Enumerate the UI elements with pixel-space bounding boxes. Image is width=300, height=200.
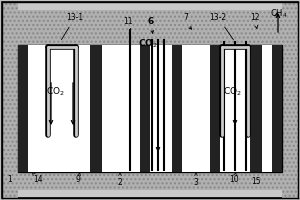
Bar	[150, 45, 172, 172]
Bar	[262, 45, 282, 172]
Bar	[220, 45, 250, 172]
Bar	[18, 45, 282, 172]
Text: 10: 10	[229, 172, 239, 184]
Text: 1: 1	[8, 176, 12, 184]
Text: CO$_2$: CO$_2$	[46, 86, 64, 98]
Text: 12: 12	[250, 13, 260, 22]
Text: 9: 9	[76, 172, 80, 184]
Bar	[102, 45, 140, 172]
Text: 3: 3	[194, 172, 198, 187]
Bar	[140, 45, 150, 172]
Bar	[28, 45, 90, 172]
Text: 2: 2	[118, 172, 122, 187]
Text: CO$_2$: CO$_2$	[138, 38, 158, 50]
Text: 14: 14	[32, 172, 43, 184]
Bar	[2, 2, 18, 198]
Text: 6: 6	[148, 17, 154, 26]
Bar	[2, 10, 298, 45]
Bar	[18, 45, 28, 172]
Bar	[272, 45, 282, 172]
Text: 15: 15	[251, 178, 261, 186]
Text: 7: 7	[184, 13, 188, 22]
Bar	[282, 2, 298, 198]
Bar	[250, 45, 262, 172]
Text: CH$_4$: CH$_4$	[270, 8, 288, 21]
Text: 11: 11	[123, 17, 133, 26]
Bar	[90, 45, 102, 172]
Text: 13-2: 13-2	[209, 13, 233, 40]
Text: 13-1: 13-1	[61, 13, 84, 40]
Text: CO$_2$: CO$_2$	[223, 86, 242, 98]
Bar	[210, 45, 220, 172]
Bar	[182, 45, 210, 172]
Bar	[2, 172, 298, 190]
Bar	[172, 45, 182, 172]
